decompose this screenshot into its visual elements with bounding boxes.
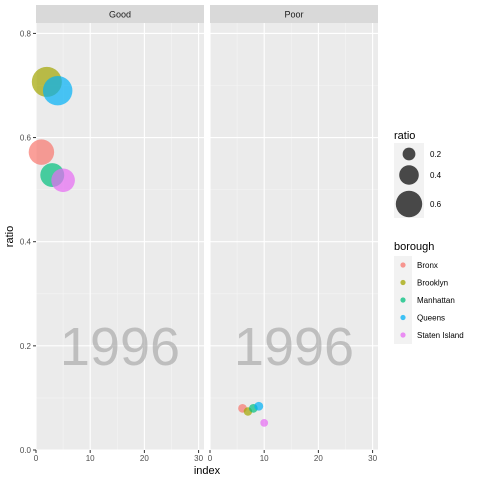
y-tick-label: 0.8	[20, 29, 32, 38]
y-axis-title: ratio	[4, 226, 16, 247]
color-legend-key-queens	[400, 314, 406, 321]
x-tick-label: 10	[260, 454, 269, 463]
color-legend-key-manhattan	[400, 297, 406, 303]
color-legend-key-staten-island	[400, 332, 406, 338]
data-point-staten-island	[51, 168, 75, 193]
frame-year-label: 1996	[60, 317, 180, 377]
facet-strip-good	[36, 5, 204, 23]
x-tick-label: 10	[86, 454, 95, 463]
x-tick-label: 20	[314, 454, 323, 463]
facet-strip-poor	[210, 5, 378, 23]
size-legend-label: 0.4	[430, 171, 442, 180]
size-legend: ratio 0.2 0.4 0.6	[394, 130, 442, 218]
x-tick-label: 0	[208, 454, 213, 463]
color-legend-label: Queens	[417, 314, 445, 323]
panel-background-poor	[210, 23, 378, 450]
y-tick-label: 0.2	[20, 342, 32, 351]
data-point-staten-island	[260, 419, 269, 427]
color-legend-label: Brooklyn	[417, 279, 448, 288]
size-legend-title: ratio	[394, 130, 415, 142]
x-tick-label: 20	[140, 454, 149, 463]
facet-label-poor: Poor	[284, 10, 303, 20]
panel-poor: Poor 1996 0 10 20 30	[208, 5, 378, 463]
color-legend-key-brooklyn	[400, 279, 406, 286]
color-legend-title: borough	[394, 241, 434, 253]
color-legend-label: Bronx	[417, 261, 438, 270]
size-legend-key	[395, 190, 423, 218]
data-point-bronx	[28, 139, 55, 165]
size-legend-key	[402, 147, 416, 161]
y-tick-label: 0.6	[20, 134, 32, 143]
facet-label-good: Good	[109, 10, 131, 20]
y-tick-label: 0.0	[20, 446, 32, 455]
color-legend-label: Manhattan	[417, 296, 455, 305]
panel-good: Good 1996 0 10 20 30	[28, 5, 204, 463]
size-legend-key	[399, 165, 419, 185]
x-tick-label: 0	[34, 454, 39, 463]
color-legend: borough Bronx Brooklyn Manhattan Queens State…	[394, 241, 464, 344]
x-tick-label: 30	[368, 454, 377, 463]
frame-year-label: 1996	[234, 317, 354, 377]
size-legend-label: 0.2	[430, 150, 442, 159]
data-point-queens	[254, 401, 264, 411]
color-legend-label: Staten Island	[417, 331, 464, 340]
color-legend-key-bronx	[400, 262, 406, 268]
size-legend-label: 0.6	[430, 200, 442, 209]
x-axis-title: index	[194, 465, 221, 477]
x-tick-label: 30	[194, 454, 203, 463]
y-tick-label: 0.4	[20, 238, 32, 247]
data-point-queens	[42, 75, 73, 106]
